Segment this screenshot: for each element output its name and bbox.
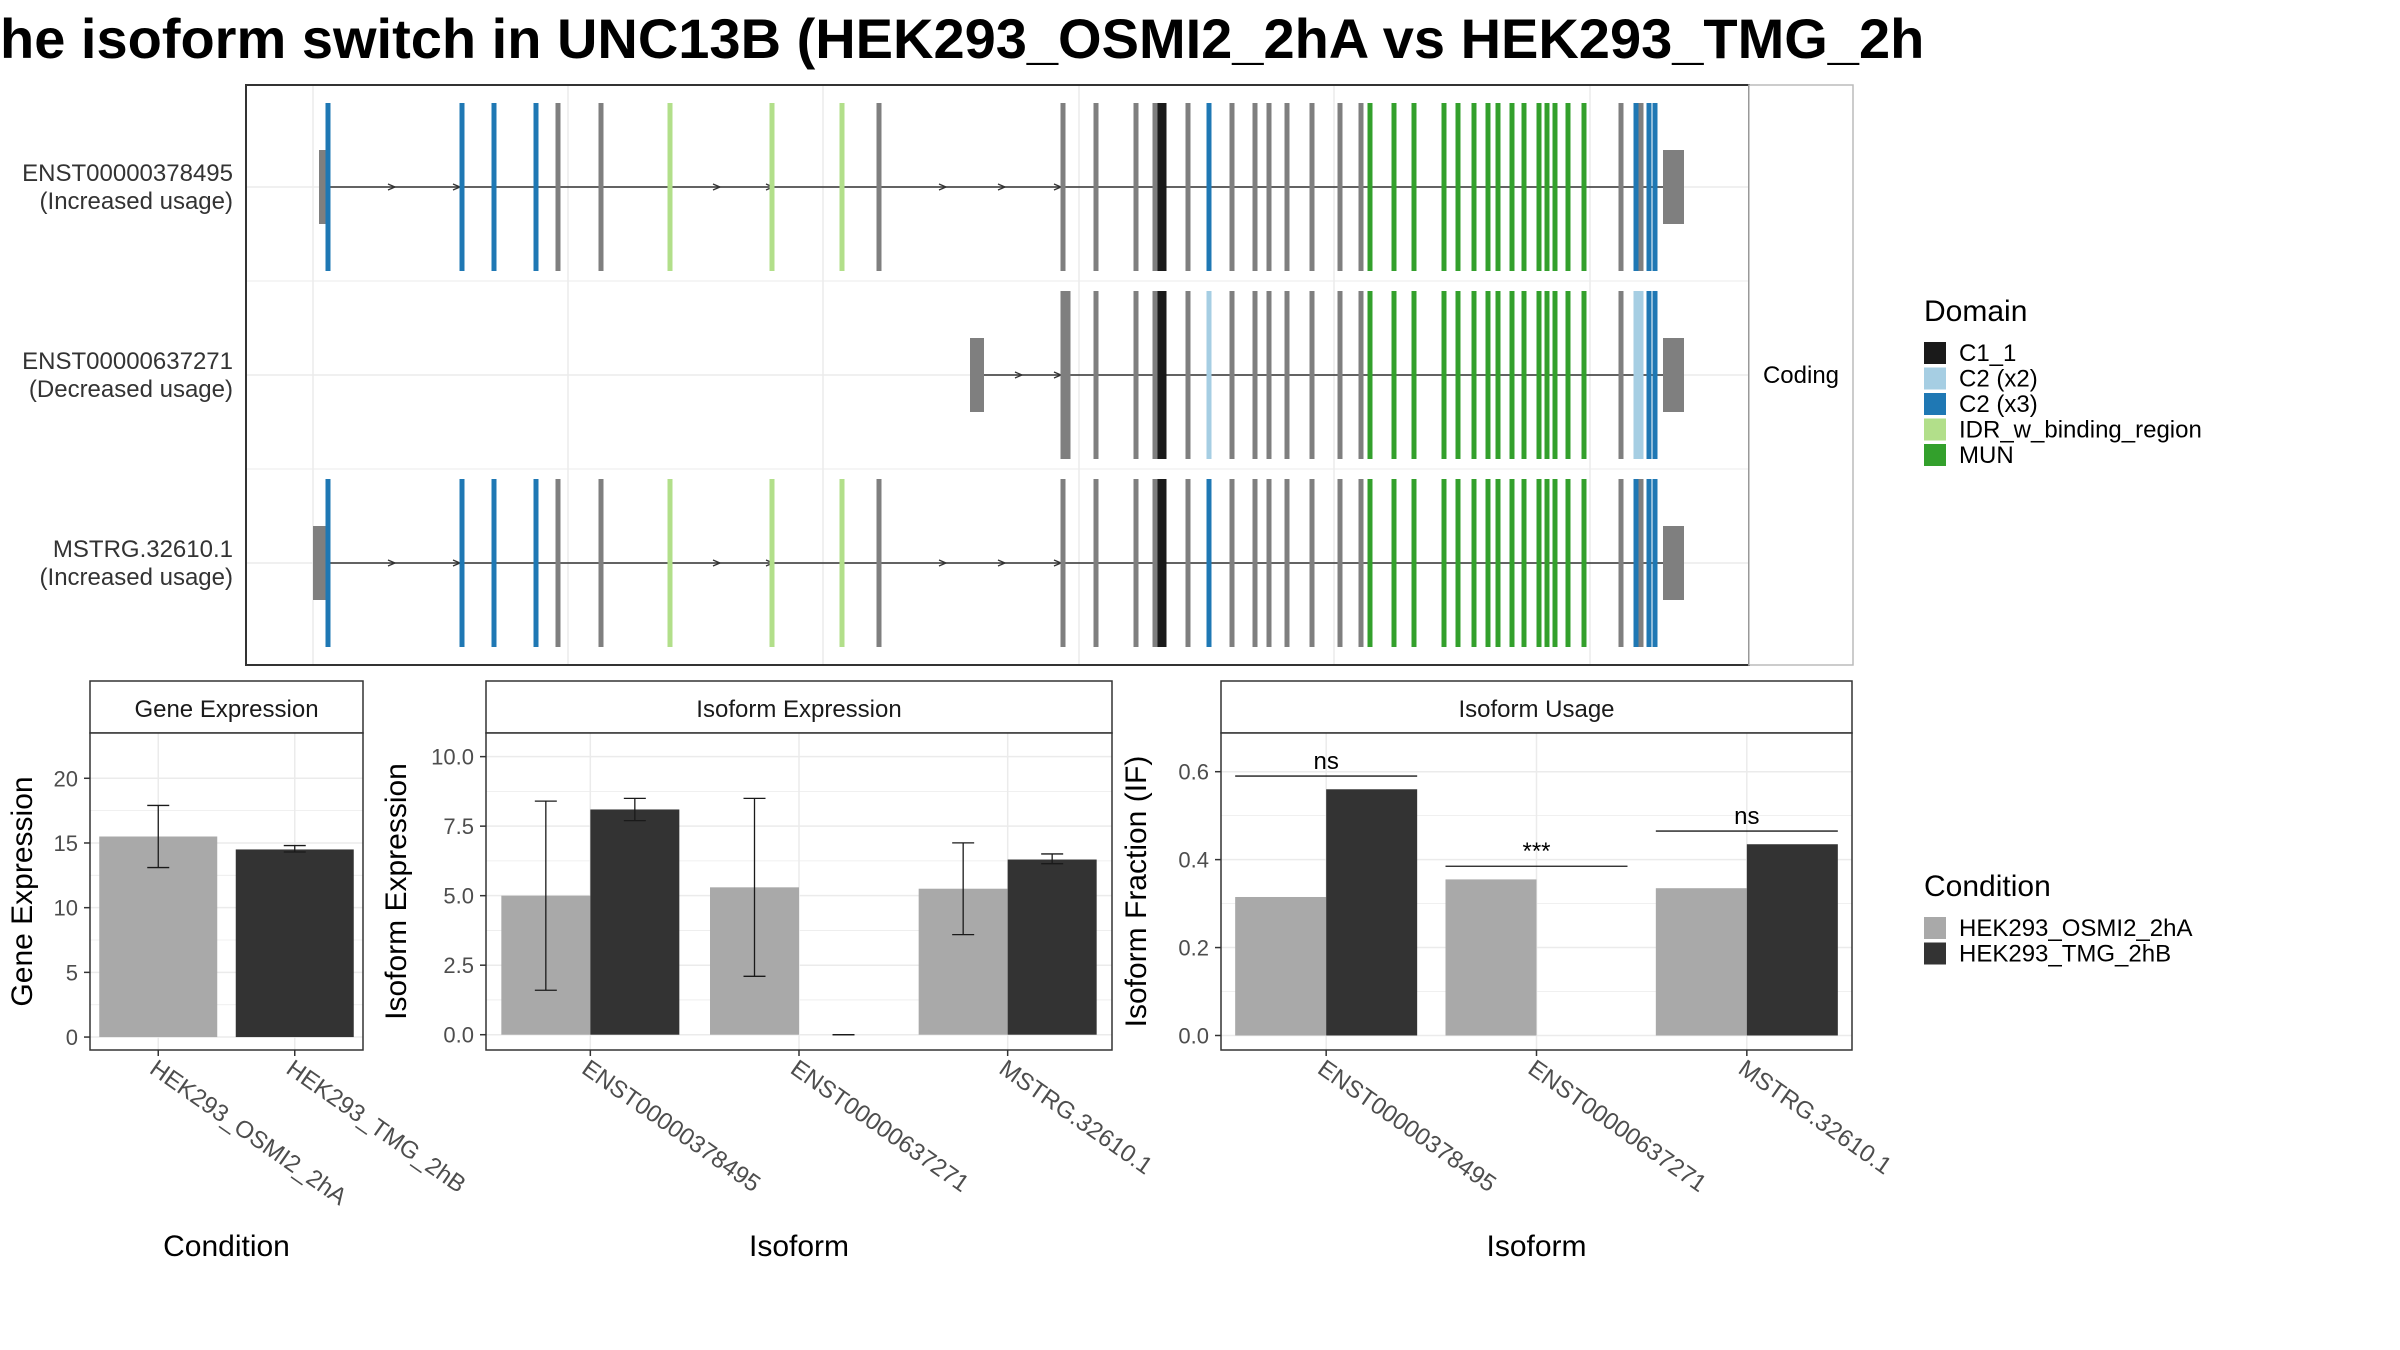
legend-swatch [1924, 942, 1946, 965]
isoform-label: ENST00000378495 [22, 160, 233, 187]
bar [1746, 844, 1838, 1036]
y-axis-title: Isoform Fraction (IF) [1120, 756, 1153, 1028]
chart-strip-label: Gene Expression [134, 696, 318, 723]
chart-strip-label: Isoform Expression [696, 696, 901, 723]
isoform-usage-label: (Increased usage) [40, 564, 233, 591]
y-tick-label: 5.0 [443, 884, 474, 909]
legend-label: HEK293_OSMI2_2hA [1959, 915, 2192, 942]
y-tick-label: 0.6 [1178, 760, 1209, 785]
domain-legend: Domain C1_1C2 (x2)C2 (x3)IDR_w_binding_r… [1924, 295, 2202, 469]
legend-label: IDR_w_binding_region [1959, 417, 2202, 444]
condition-legend-title: Condition [1924, 870, 2051, 903]
legend-swatch [1924, 444, 1946, 466]
chart-strip [485, 680, 1113, 734]
x-axis-title: Condition [163, 1230, 290, 1263]
y-tick-label: 10.0 [431, 745, 474, 770]
x-tick-label: ENST00000637271 [1523, 1055, 1711, 1198]
y-tick-label: 0.0 [1178, 1023, 1209, 1048]
bar [235, 849, 354, 1038]
y-tick-label: 5 [66, 960, 78, 985]
isoform-usage-label: (Decreased usage) [29, 376, 233, 403]
y-tick-label: 0.4 [1178, 848, 1209, 873]
isoform-label: MSTRG.32610.1 [53, 536, 233, 563]
legend-swatch [1924, 393, 1946, 415]
legend-swatch [1924, 367, 1946, 390]
facet-label-coding: Coding [1763, 362, 1839, 389]
bar-chart-2: Isoform Expression 0.0 2.5 5.0 7.5 10.0 ENST00… [380, 680, 1157, 1263]
isoform-usage-label: (Increased usage) [40, 188, 233, 215]
legend-swatch [1924, 342, 1946, 364]
y-axis-title: Gene Expression [6, 776, 39, 1006]
chart-strip [1220, 680, 1853, 734]
facet-strip [1748, 84, 1854, 666]
y-axis-title: Isoform Expression [380, 763, 413, 1020]
bar [1235, 896, 1327, 1036]
isoform-structure-panel: Coding ENST00000378495(Increased usage)E… [22, 84, 1854, 666]
expression-charts: Gene Expression05101520HEK293_OSMI2_2hAH… [6, 680, 1896, 1263]
significance-label: ns [1313, 748, 1338, 775]
bar [590, 809, 680, 1035]
y-tick-label: 10 [54, 896, 78, 921]
y-tick-label: 20 [54, 766, 78, 791]
chart-strip [89, 680, 364, 734]
y-tick-label: 2.5 [443, 953, 474, 978]
y-tick-label: 15 [54, 831, 78, 856]
significance-label: *** [1522, 838, 1550, 865]
y-tick-label: 0.0 [443, 1023, 474, 1048]
isoform-label: ENST00000637271 [22, 348, 233, 375]
legend-swatch [1924, 418, 1946, 441]
bar [1445, 879, 1537, 1036]
legend-label: C2 (x2) [1959, 366, 2038, 393]
y-tick-label: 0.2 [1178, 936, 1209, 961]
legend-label: C2 (x3) [1959, 391, 2038, 418]
bar [1655, 888, 1747, 1036]
legend-label: HEK293_TMG_2hB [1959, 941, 2171, 968]
domain-legend-title: Domain [1924, 295, 2027, 328]
chart-title: he isoform switch in UNC13B (HEK293_OSMI… [0, 7, 1924, 70]
legend-label: MUN [1959, 442, 2014, 469]
significance-label: ns [1734, 803, 1759, 830]
x-axis-title: Isoform [749, 1230, 849, 1263]
legend-swatch [1924, 917, 1946, 939]
bar-chart-3: Isoform Usage 0.0 0.2 0.4 0.6 ns *** ns ENST0000… [1120, 680, 1896, 1263]
x-tick-label: ENST00000378495 [1313, 1055, 1501, 1198]
x-tick-label: ENST00000637271 [786, 1055, 974, 1198]
bar [99, 836, 218, 1038]
x-tick-label: ENST00000378495 [577, 1055, 765, 1198]
legend-label: C1_1 [1959, 340, 2016, 367]
x-axis-title: Isoform [1486, 1230, 1586, 1263]
bar [1326, 789, 1418, 1036]
bar [1007, 859, 1097, 1035]
x-tick-label: MSTRG.32610.1 [994, 1055, 1157, 1180]
y-tick-label: 7.5 [443, 814, 474, 839]
x-tick-label: MSTRG.32610.1 [1733, 1055, 1896, 1180]
chart-strip-label: Isoform Usage [1458, 696, 1614, 723]
y-tick-label: 0 [66, 1025, 78, 1050]
